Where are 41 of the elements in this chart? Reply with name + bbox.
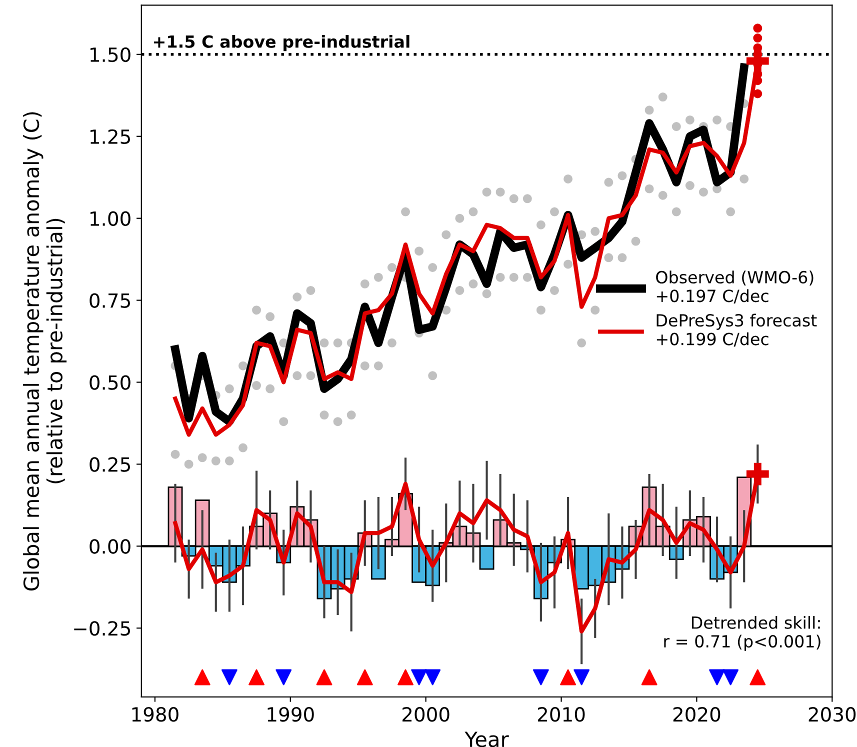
x-tick-label: 2010 [538, 707, 585, 722]
x-tick-label: 2000 [402, 707, 450, 722]
point [753, 34, 762, 43]
point [746, 50, 769, 72]
annotation: Detrended skill: r = 0.71 (p<0.001) [664, 616, 820, 651]
point [248, 669, 265, 686]
point [641, 669, 658, 686]
legend-label: DePreSys3 forecast +0.199 C/dec [656, 314, 817, 347]
point [753, 24, 762, 33]
ref-line-label: +1.5 C above pre-industrial [154, 34, 410, 52]
point [746, 462, 769, 486]
point [574, 669, 590, 686]
y-tick-label: −0.25 [74, 621, 130, 636]
point [424, 669, 441, 686]
y-tick-label: 1.25 [90, 129, 130, 144]
point [356, 669, 373, 686]
y-tick-label: 0.00 [90, 539, 130, 554]
x-tick-label: 1980 [132, 707, 178, 722]
y-tick-label: 1.00 [90, 211, 130, 226]
point [709, 669, 725, 686]
y-tick-label: 0.50 [90, 375, 130, 390]
point [560, 669, 576, 686]
y-axis-title: Global mean annual temperature anomaly (C) (relative to pre-industrial) [23, 112, 67, 591]
x-tick-label: 1990 [268, 707, 314, 722]
point [532, 669, 549, 686]
legend-label: Observed (WMO-6) +0.197 C/dec [656, 270, 814, 304]
x-tick-label: 2030 [808, 707, 856, 722]
y-tick-label: 1.50 [90, 47, 130, 62]
point [194, 669, 210, 686]
y-tick-label: 0.25 [90, 457, 130, 472]
point [722, 669, 739, 686]
point [398, 669, 414, 686]
point [316, 669, 332, 686]
x-axis-title: Year [464, 732, 509, 747]
x-tick-label: 2020 [673, 707, 720, 722]
point [221, 669, 238, 686]
point [276, 669, 292, 686]
point [750, 669, 766, 686]
y-tick-label: 0.75 [90, 293, 130, 308]
point [411, 669, 428, 686]
point [753, 89, 762, 98]
